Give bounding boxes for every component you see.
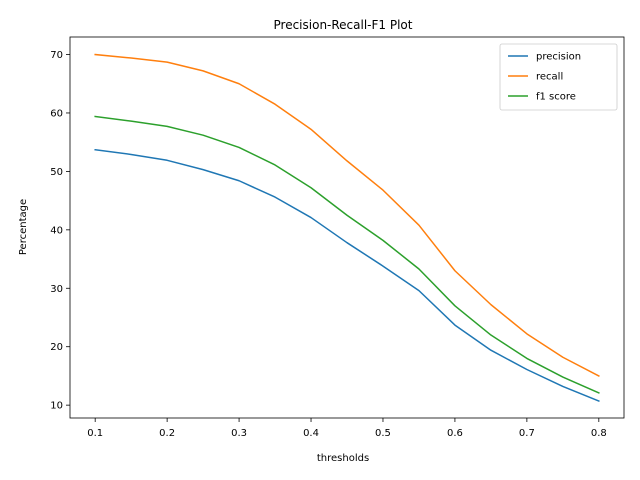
y-axis-label: Percentage (18, 199, 29, 255)
y-tick-label: 20 (50, 342, 63, 353)
plot-area (94, 53, 600, 403)
x-tick-label: 0.4 (303, 428, 319, 439)
x-tick-label: 0.1 (87, 428, 103, 439)
x-tick-label: 0.6 (447, 428, 463, 439)
y-tick-label: 10 (50, 401, 63, 412)
y-axis-ticks: 10 20 30 40 50 60 70 (50, 50, 70, 412)
x-tick-label: 0.7 (519, 428, 535, 439)
y-tick-label: 70 (50, 50, 63, 61)
x-tick-label: 0.2 (159, 428, 175, 439)
y-tick-label: 30 (50, 284, 63, 295)
x-tick-label: 0.8 (591, 428, 607, 439)
y-tick-label: 60 (50, 108, 63, 119)
legend-entry-label: precision (536, 52, 581, 63)
x-tick-label: 0.3 (231, 428, 247, 439)
chart-title: Precision-Recall-F1 Plot (274, 18, 413, 32)
axes-frame (69, 36, 625, 419)
series-line-f1-score (94, 115, 600, 394)
legend: precision recall f1 score (499, 43, 618, 111)
legend-entry-label: recall (536, 72, 563, 83)
x-axis-label: thresholds (317, 453, 369, 464)
series-line-recall (94, 53, 600, 377)
x-tick-label: 0.5 (375, 428, 391, 439)
y-tick-label: 40 (50, 225, 63, 236)
x-axis-ticks: 0.1 0.2 0.3 0.4 0.5 0.6 0.7 0.8 (87, 418, 607, 439)
y-tick-label: 50 (50, 167, 63, 178)
legend-frame (499, 43, 618, 111)
series-line-precision (94, 148, 600, 403)
legend-entry-label: f1 score (536, 92, 576, 103)
